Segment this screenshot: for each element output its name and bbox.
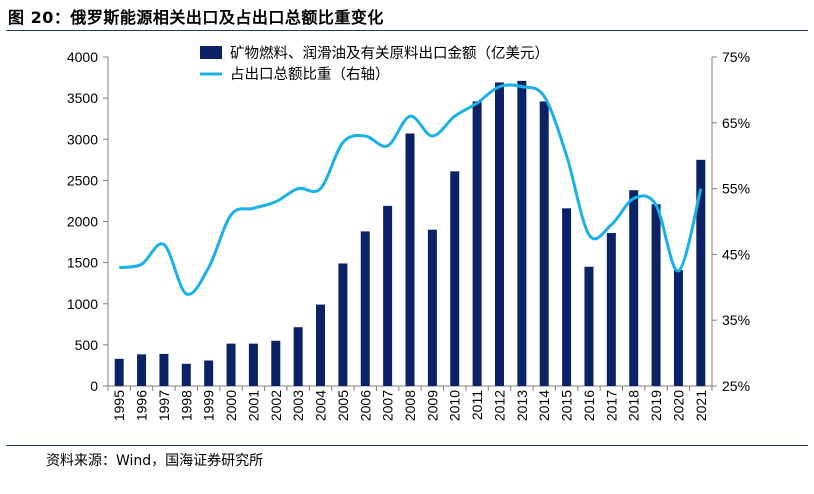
- bar: [606, 233, 616, 386]
- bar: [114, 358, 124, 386]
- x-tick-label: 2005: [335, 390, 351, 421]
- bar: [181, 363, 191, 386]
- right-tick-label: 25%: [722, 378, 750, 394]
- tick-labels: 0 500 1000 1500 2000 2500 3000 3500 4000 25% 35% 45…: [67, 49, 750, 421]
- x-tick-label: 2008: [402, 390, 418, 421]
- bar: [696, 159, 706, 386]
- legend: 矿物燃料、润滑油及有关原料出口金额（亿美元） 占出口总额比重（右轴）: [200, 44, 549, 83]
- x-tick-label: 2002: [268, 390, 284, 421]
- right-tick-label: 45%: [722, 246, 750, 262]
- x-tick-label: 1996: [134, 390, 150, 421]
- bar: [472, 101, 482, 386]
- left-tick-label: 500: [75, 337, 99, 353]
- bar: [629, 190, 639, 386]
- bar: [360, 231, 370, 386]
- left-tick-label: 0: [90, 378, 98, 394]
- x-tick-label: 2006: [357, 390, 373, 421]
- x-tick-label: 1995: [111, 390, 127, 421]
- legend-line-label: 占出口总额比重（右轴）: [230, 66, 390, 83]
- x-tick-label: 1997: [156, 390, 172, 421]
- bar: [427, 229, 437, 386]
- x-tick-label: 1999: [201, 390, 217, 421]
- x-tick-label: 2021: [693, 390, 709, 421]
- bar: [293, 327, 303, 386]
- legend-bar-label: 矿物燃料、润滑油及有关原料出口金额（亿美元）: [230, 44, 549, 62]
- bar-series: [114, 80, 706, 386]
- bar: [450, 171, 460, 386]
- bar: [338, 263, 348, 386]
- title-rule: [6, 30, 808, 31]
- left-tick-label: 3500: [67, 90, 98, 106]
- bar: [383, 205, 393, 386]
- right-tick-label: 55%: [722, 181, 750, 197]
- x-tick-label: 2003: [290, 390, 306, 421]
- bar: [651, 204, 661, 386]
- x-tick-label: 2009: [424, 390, 440, 421]
- left-tick-label: 1500: [67, 255, 98, 271]
- x-tick-label: 2012: [491, 390, 507, 421]
- legend-bar-swatch: [200, 46, 222, 59]
- bar: [226, 343, 236, 386]
- left-tick-label: 1000: [67, 296, 98, 312]
- x-tick-label: 2014: [536, 390, 552, 421]
- footer-rule: [6, 445, 808, 446]
- x-tick-label: 2011: [469, 390, 485, 420]
- right-tick-label: 75%: [722, 49, 750, 65]
- right-tick-label: 35%: [722, 312, 750, 328]
- left-tick-label: 3000: [67, 131, 98, 147]
- x-tick-label: 2001: [245, 390, 261, 421]
- x-tick-label: 2004: [313, 390, 329, 421]
- bar: [248, 343, 258, 386]
- x-tick-label: 2000: [223, 390, 239, 421]
- bar: [204, 360, 214, 386]
- bar: [159, 353, 169, 386]
- left-tick-label: 2500: [67, 172, 98, 188]
- x-tick-label: 2018: [626, 390, 642, 421]
- x-tick-label: 2017: [603, 390, 619, 421]
- share-line: [118, 83, 703, 296]
- x-tick-label: 2007: [380, 390, 396, 421]
- left-tick-label: 4000: [67, 49, 98, 65]
- x-tick-label: 2015: [559, 390, 575, 421]
- bar: [271, 340, 281, 386]
- x-tick-label: 2020: [670, 390, 686, 421]
- bar: [137, 354, 147, 386]
- bar: [405, 133, 415, 386]
- bar: [539, 101, 549, 386]
- bar: [562, 208, 572, 386]
- source-note: 资料来源：Wind，国海证券研究所: [46, 453, 264, 469]
- bar: [673, 270, 683, 386]
- bar: [584, 266, 594, 386]
- bar: [517, 80, 527, 386]
- bar: [316, 304, 326, 386]
- x-tick-label: 2019: [648, 390, 664, 421]
- x-tick-label: 2016: [581, 390, 597, 421]
- right-tick-label: 65%: [722, 115, 750, 131]
- left-tick-label: 2000: [67, 214, 98, 230]
- x-tick-label: 1998: [178, 390, 194, 421]
- x-tick-label: 2013: [514, 390, 530, 421]
- chart-title: 图 20：俄罗斯能源相关出口及占出口总额比重变化: [8, 8, 384, 27]
- line-series: [118, 83, 703, 296]
- x-tick-label: 2010: [447, 390, 463, 421]
- bar: [494, 82, 504, 386]
